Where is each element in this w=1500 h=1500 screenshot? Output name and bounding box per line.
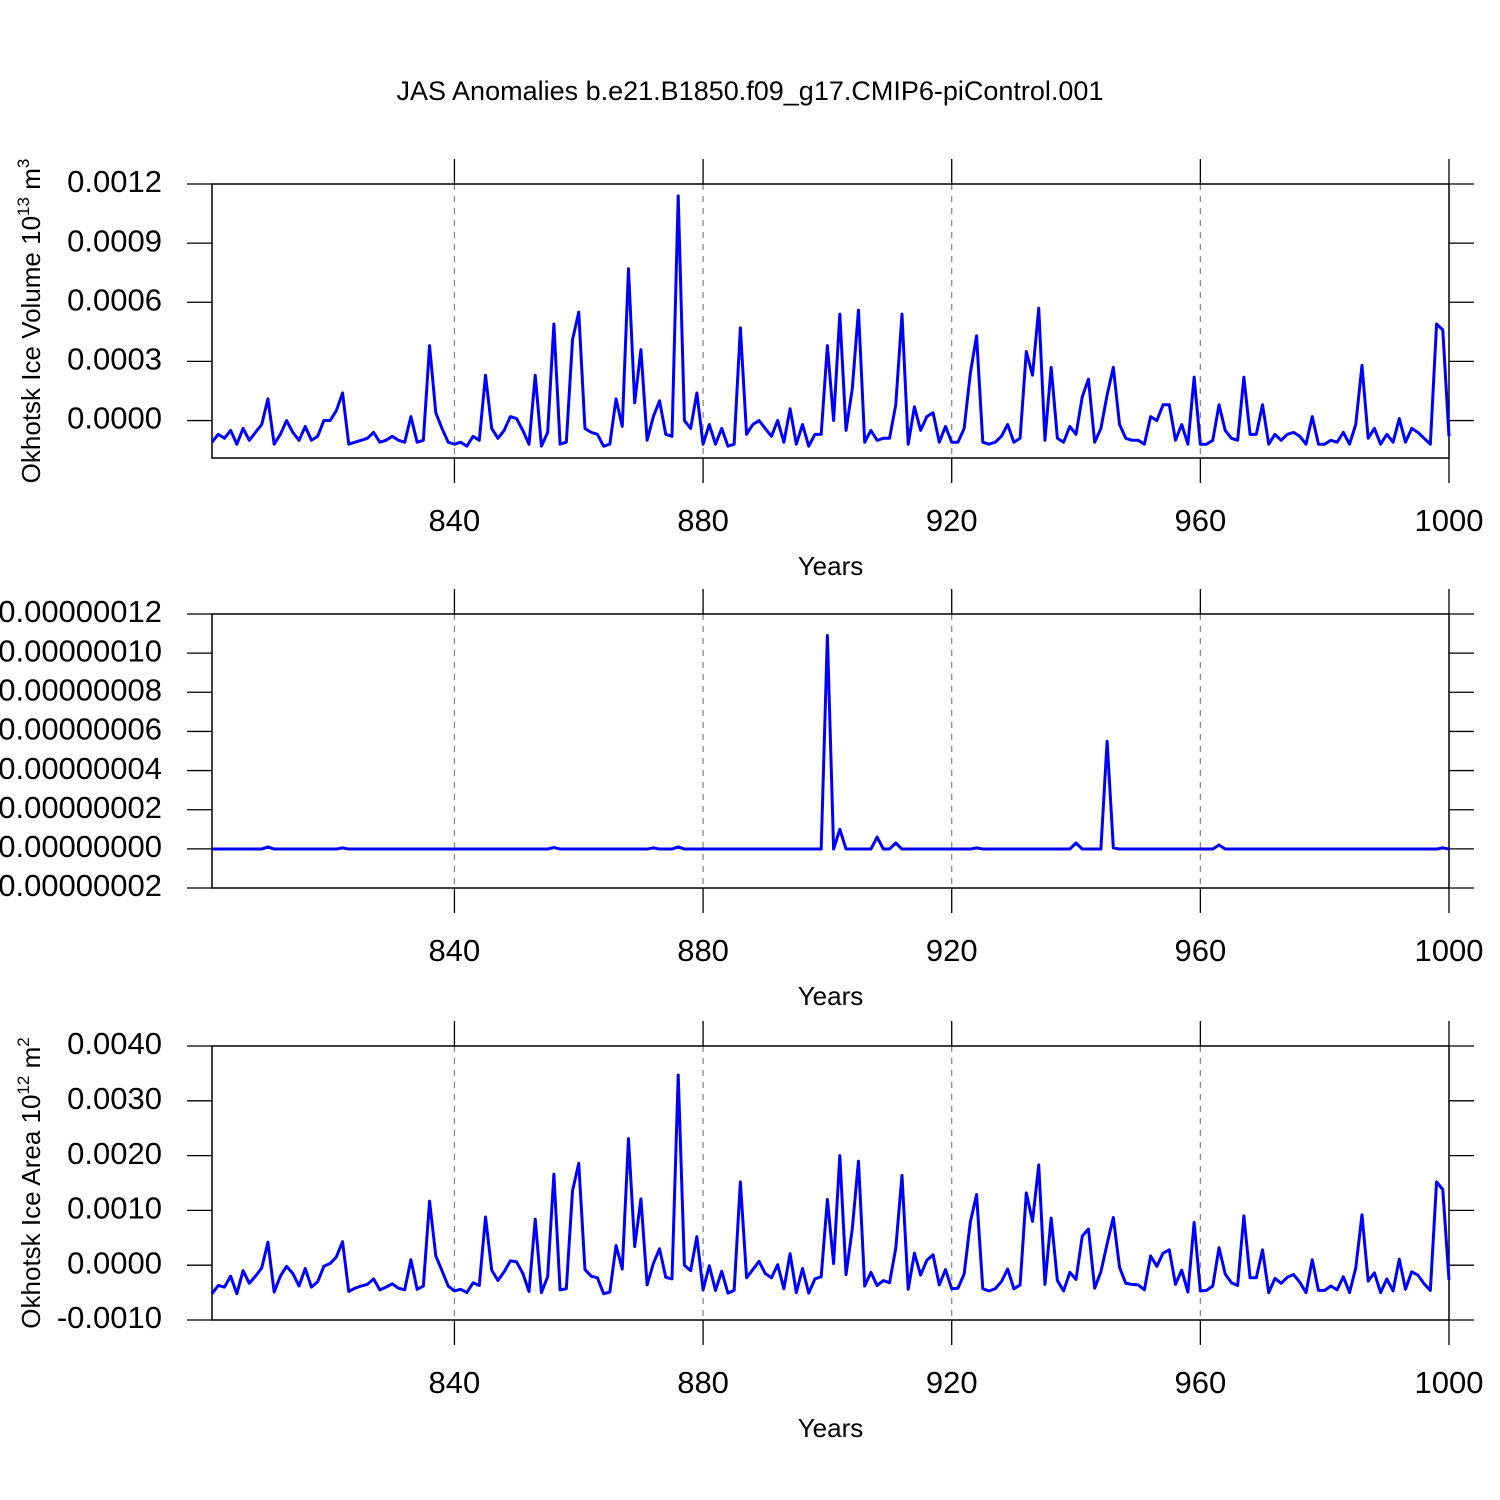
y-tick-label: 0.0000 — [67, 1245, 162, 1280]
x-axis-label: Years — [798, 981, 864, 1011]
y-axis-label-text: m — [16, 168, 46, 197]
y-tick-label: 0.00000010 — [0, 633, 162, 668]
x-tick-label: 1000 — [1415, 1365, 1484, 1400]
y-tick-label: 0.0009 — [67, 223, 162, 258]
x-tick-label: 840 — [429, 503, 481, 538]
y-tick-label: 0.00000012 — [0, 594, 162, 629]
y-axis-label-text: m — [16, 1047, 46, 1076]
x-tick-label: 920 — [926, 1365, 978, 1400]
y-axis-label-text: Okhotsk Ice Volume 10 — [16, 216, 46, 483]
y-tick-label: 0.0006 — [67, 282, 162, 317]
x-axis-label: Years — [798, 1413, 864, 1443]
y-tick-label: 0.00000008 — [0, 672, 162, 707]
y-axis-label-superscript: 3 — [14, 159, 33, 168]
x-tick-label: 920 — [926, 933, 978, 968]
y-tick-label: 0.00000002 — [0, 790, 162, 825]
y-tick-label: -0.0010 — [57, 1300, 162, 1335]
x-axis-label: Years — [798, 551, 864, 581]
y-tick-label: 0.0040 — [67, 1026, 162, 1061]
x-tick-label: 880 — [677, 1365, 729, 1400]
x-tick-label: 1000 — [1415, 503, 1484, 538]
y-tick-label: 0.0020 — [67, 1136, 162, 1171]
data-line — [212, 634, 1450, 851]
x-tick-label: 960 — [1174, 503, 1226, 538]
y-axis-label: Okhotsk Ice Volume 1013 m3 — [14, 159, 46, 484]
x-tick-label: 1000 — [1415, 933, 1484, 968]
data-line — [210, 194, 1451, 448]
x-tick-label: 920 — [926, 503, 978, 538]
y-axis-label: Okhotsk Ice Area 1012 m2 — [14, 1037, 46, 1328]
y-tick-label: 0.0000 — [67, 401, 162, 436]
y-axis-label-text: Okhotsk Ice Area 10 — [16, 1095, 46, 1329]
x-tick-label: 880 — [677, 933, 729, 968]
x-tick-label: 960 — [1174, 1365, 1226, 1400]
y-tick-label: 0.00000004 — [0, 751, 162, 786]
y-tick-label: 0.0010 — [67, 1191, 162, 1226]
x-tick-label: 840 — [429, 933, 481, 968]
data-line — [210, 1073, 1451, 1296]
y-tick-label: 0.0003 — [67, 342, 162, 377]
y-axis-label-superscript: 2 — [14, 1037, 33, 1046]
plot-frame — [211, 1045, 1450, 1321]
chart-title: JAS Anomalies b.e21.B1850.f09_g17.CMIP6-… — [397, 76, 1104, 106]
y-tick-label: 0.0012 — [67, 164, 162, 199]
x-tick-label: 880 — [677, 503, 729, 538]
y-tick-label: -0.00000002 — [0, 868, 162, 903]
y-tick-label: 0.00000000 — [0, 829, 162, 864]
y-axis-label-superscript: 12 — [14, 1076, 33, 1095]
x-tick-label: 960 — [1174, 933, 1226, 968]
y-tick-label: 0.0030 — [67, 1081, 162, 1116]
y-tick-label: 0.00000006 — [0, 712, 162, 747]
plot-frame — [211, 613, 1450, 889]
y-axis-label-superscript: 13 — [14, 197, 33, 216]
x-tick-label: 840 — [429, 1365, 481, 1400]
plot-frame — [211, 183, 1450, 459]
